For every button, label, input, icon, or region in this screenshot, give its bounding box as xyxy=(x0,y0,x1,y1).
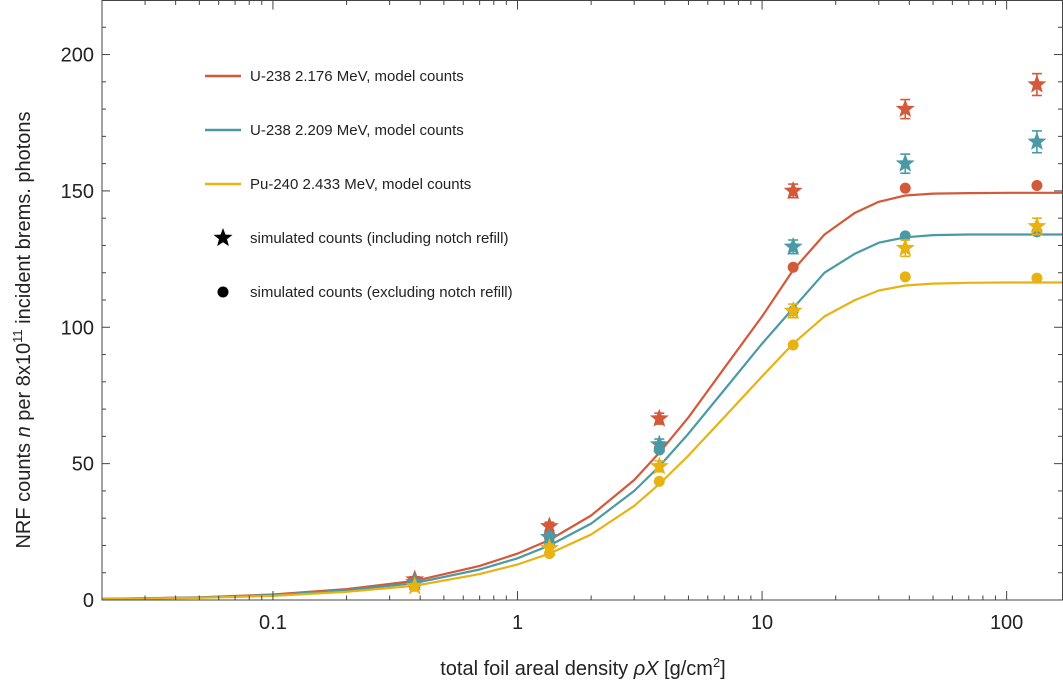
star-point xyxy=(895,99,915,118)
dot-point xyxy=(1031,179,1043,191)
model-curve xyxy=(101,281,1063,601)
y-axis-label: NRF counts n per 8x1011 incident brems. … xyxy=(10,111,35,548)
legend-label: simulated counts (including notch refill… xyxy=(250,230,508,247)
x-tick-label: 1 xyxy=(512,612,523,634)
star-point xyxy=(1027,74,1047,93)
y-tick-label: 0 xyxy=(83,590,94,612)
legend-label: U-238 2.176 MeV, model counts xyxy=(250,68,464,85)
star-point xyxy=(1027,131,1047,150)
star-point xyxy=(895,238,915,257)
star-point xyxy=(649,408,669,427)
dot-point xyxy=(787,339,799,351)
dot-point xyxy=(899,271,911,283)
star-point xyxy=(783,236,803,255)
legend-label: Pu-240 2.433 MeV, model counts xyxy=(250,176,471,193)
legend-star-icon xyxy=(213,228,233,247)
legend-label: U-238 2.209 MeV, model counts xyxy=(250,122,464,139)
model-curve xyxy=(101,191,1063,600)
star-point xyxy=(539,527,559,546)
star-point xyxy=(783,300,803,319)
x-tick-label: 0.1 xyxy=(259,612,287,634)
model-curve xyxy=(101,233,1063,601)
y-tick-label: 100 xyxy=(61,317,94,339)
star-point xyxy=(895,153,915,172)
star-point xyxy=(649,434,669,453)
legend: U-238 2.176 MeV, model counts U-238 2.209… xyxy=(205,68,513,301)
y-tick-label: 150 xyxy=(61,181,94,203)
dot-point xyxy=(1031,272,1043,284)
plot-frame xyxy=(101,0,1063,601)
legend-label: simulated counts (excluding notch refill… xyxy=(250,284,513,301)
x-tick-label: 100 xyxy=(990,612,1023,634)
star-point xyxy=(783,180,803,199)
star-point xyxy=(649,456,669,475)
plot-area xyxy=(101,72,1063,601)
dot-point xyxy=(653,475,665,487)
dot-point xyxy=(899,230,911,242)
y-tick-label: 200 xyxy=(61,45,94,67)
dot-point xyxy=(787,261,799,273)
star-point xyxy=(1027,216,1047,235)
star-point xyxy=(539,538,559,557)
axes: 0 50 100 150 200 0.1 1 10 100 xyxy=(61,0,1063,634)
x-tick-label: 10 xyxy=(751,612,773,634)
star-point xyxy=(539,516,559,535)
x-axis-label: total foil areal density ρX [g/cm2] xyxy=(440,655,725,680)
y-tick-label: 50 xyxy=(72,454,94,476)
dot-point xyxy=(899,182,911,194)
star-point xyxy=(405,576,425,595)
legend-dot-icon xyxy=(217,286,229,298)
